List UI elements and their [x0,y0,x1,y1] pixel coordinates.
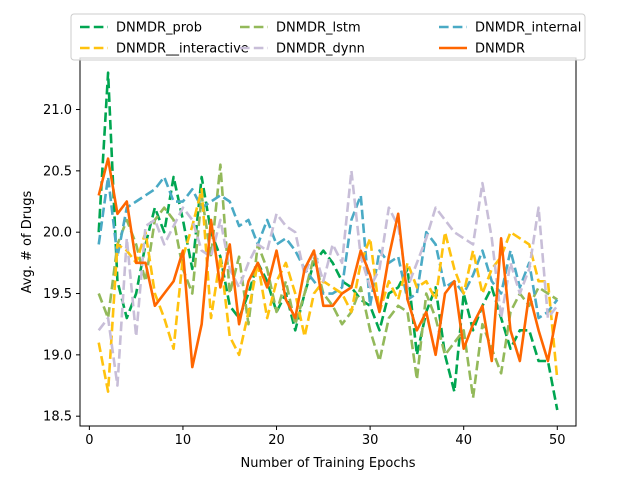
y-tick-label: 20.0 [43,226,72,241]
legend: DNMDR_prob DNMDR_lstm DNMDR_internal DNMDR_… [70,13,586,61]
x-tick-label: 30 [362,433,379,448]
y-tick-label: 21.0 [43,103,72,118]
y-tick-label: 20.5 [43,164,72,179]
y-tick-label: 18.5 [43,410,72,425]
x-tick-label: 0 [85,433,93,448]
series-line-dnmdr [97,157,559,369]
y-tick-label: 19.0 [43,348,72,363]
legend-label-dnmdr-lstm: DNMDR_lstm [276,21,361,36]
series-layer [97,71,559,411]
legend-label-dnmdr-interactive: DNMDR__interactive [116,42,249,57]
y-tick-label: 19.5 [43,287,72,302]
legend-label-dnmdr-dynn: DNMDR_dynn [276,42,365,57]
y-axis-label: Avg. # of Drugs [20,190,35,293]
x-tick-label: 40 [455,433,472,448]
legend-entries: DNMDR_prob DNMDR_lstm DNMDR_internal DNMDR_… [80,21,581,57]
legend-label-dnmdr: DNMDR [475,42,525,57]
x-tick-label: 10 [175,433,192,448]
ticks-layer: 0 10 20 30 40 50 18.5 19.0 19.5 20.0 20.5 21.0 [43,103,566,448]
legend-label-dnmdr-internal: DNMDR_internal [475,21,581,36]
x-tick-label: 20 [268,433,285,448]
series-line-dnmdr-dynn [97,169,559,387]
series-line-dnmdr-interactive [97,187,559,393]
series-line-dnmdr-lstm [97,163,558,400]
x-axis-label: Number of Training Epochs [240,456,415,471]
legend-label-dnmdr-prob: DNMDR_prob [116,21,202,36]
x-tick-label: 50 [549,433,566,448]
